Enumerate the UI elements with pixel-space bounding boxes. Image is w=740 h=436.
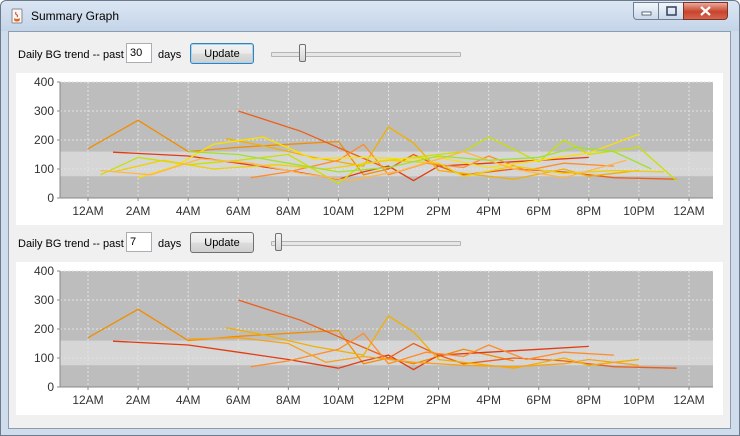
x-tick-label: 4AM [176, 204, 201, 218]
client-area: Daily BG trend -- past days Update 0 100 2… [8, 31, 731, 429]
series-line [87, 308, 514, 365]
trend-controls-7: Daily BG trend -- past days Update [9, 231, 730, 257]
y-tick-label: 300 [34, 293, 54, 307]
days-slider-thumb[interactable] [275, 233, 283, 251]
maximize-icon [666, 6, 677, 16]
java-cup-icon [11, 8, 23, 24]
bg-trend-chart-30: 0 100 200 300 400 12AM 2AM 4AM 6AM 8AM 10AM 12PM 2PM… [16, 73, 723, 225]
y-tick-label: 400 [34, 75, 54, 89]
update-button[interactable]: Update [190, 43, 254, 64]
close-button[interactable] [683, 2, 728, 20]
x-tick-label: 10PM [623, 393, 654, 407]
x-tick-label: 4PM [476, 393, 501, 407]
minimize-icon [641, 11, 652, 16]
y-tick-label: 200 [34, 322, 54, 336]
days-slider-track[interactable] [271, 52, 461, 57]
days-slider-thumb[interactable] [299, 44, 307, 62]
y-tick-label: 300 [34, 104, 54, 118]
x-tick-label: 12AM [673, 393, 704, 407]
x-tick-label: 6AM [226, 393, 251, 407]
y-tick-label: 100 [34, 162, 54, 176]
x-tick-label: 8PM [576, 204, 601, 218]
x-tick-label: 8AM [276, 204, 301, 218]
x-tick-label: 2AM [126, 204, 151, 218]
x-tick-label: 2PM [426, 393, 451, 407]
y-tick-label: 0 [47, 191, 54, 205]
series-line [225, 315, 639, 369]
y-tick-label: 0 [47, 380, 54, 394]
series-line [188, 146, 652, 173]
x-tick-label: 10PM [623, 204, 654, 218]
x-tick-label: 12AM [72, 204, 103, 218]
x-tick-label: 6AM [226, 204, 251, 218]
x-tick-label: 6PM [526, 393, 551, 407]
series-line [250, 332, 614, 368]
y-tick-label: 100 [34, 351, 54, 365]
x-tick-label: 12PM [373, 204, 404, 218]
y-tick-label: 200 [34, 133, 54, 147]
maximize-button[interactable] [658, 2, 684, 20]
x-tick-label: 4AM [176, 393, 201, 407]
trend-label-suffix: days [158, 49, 182, 61]
days-input[interactable] [126, 43, 152, 63]
minimize-button[interactable] [633, 2, 659, 20]
y-tick-label: 400 [34, 264, 54, 278]
x-tick-label: 10AM [323, 393, 354, 407]
window-title: Summary Graph [31, 9, 120, 23]
x-tick-label: 10AM [323, 204, 354, 218]
series-line [137, 133, 640, 179]
x-tick-label: 8AM [276, 393, 301, 407]
series-line [100, 136, 677, 185]
trend-label-prefix: Daily BG trend -- past [18, 49, 124, 61]
chart-svg: 0 100 200 300 400 12AM 2AM 4AM 6AM 8AM 10AM 12PM 2PM… [34, 264, 713, 407]
days-input[interactable] [126, 232, 152, 252]
update-button[interactable]: Update [190, 232, 254, 253]
x-tick-label: 2AM [126, 393, 151, 407]
trend-label-suffix: days [158, 238, 182, 250]
x-tick-label: 4PM [476, 204, 501, 218]
series-line [188, 337, 639, 368]
x-tick-label: 12PM [373, 393, 404, 407]
x-tick-label: 8PM [576, 393, 601, 407]
close-icon [700, 6, 711, 16]
title-bar[interactable]: Summary Graph [1, 1, 739, 31]
chart-svg: 0 100 200 300 400 12AM 2AM 4AM 6AM 8AM 10AM 12PM 2PM… [34, 75, 713, 218]
x-tick-label: 12AM [673, 204, 704, 218]
x-tick-label: 12AM [72, 393, 103, 407]
trend-controls-30: Daily BG trend -- past days Update [9, 42, 730, 68]
series-line [100, 150, 627, 182]
x-tick-label: 6PM [526, 204, 551, 218]
bg-trend-chart-7: 0 100 200 300 400 12AM 2AM 4AM 6AM 8AM 10AM 12PM 2PM… [16, 262, 723, 415]
x-tick-label: 2PM [426, 204, 451, 218]
trend-label-prefix: Daily BG trend -- past [18, 238, 124, 250]
days-slider-track[interactable] [271, 241, 461, 246]
